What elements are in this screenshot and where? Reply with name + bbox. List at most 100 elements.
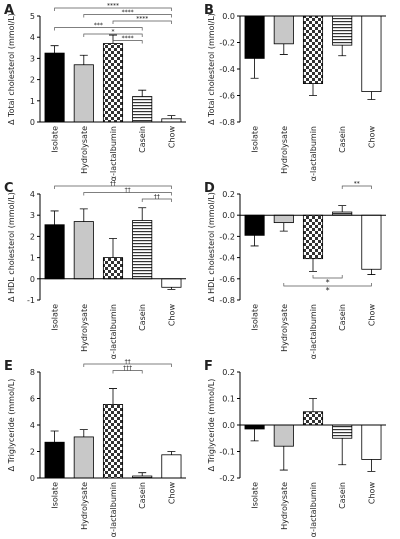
bar [361,424,382,460]
x-tick-label: Chow [367,126,376,149]
significance-label: †† [110,181,116,188]
bar [332,424,353,439]
bar [102,404,124,479]
y-tick-label: 4 [30,421,35,430]
significance-label: **** [136,16,148,23]
panel-label: F [204,359,213,374]
x-tick-label: Hydrolysate [280,482,289,530]
bar [273,214,294,224]
significance-bracket [141,198,172,202]
y-tick-label: 0 [30,474,35,483]
error-bar [50,210,59,225]
bar [102,43,124,123]
y-axis-label: Δ HDL cholesterol (mmol/L) [207,192,216,302]
bar [73,436,94,479]
panel-label: A [4,3,14,18]
x-tick-label: Casein [138,304,147,331]
bar [73,64,94,123]
y-axis-label: Δ HDL cholesterol (mmol/L) [7,192,16,302]
panel-label: B [204,3,214,18]
x-tick-label: Casein [338,304,347,331]
significance-label: **** [122,9,134,16]
error-bar [79,429,88,437]
error-bar [167,451,176,455]
x-tick-label: Isolate [251,304,260,331]
significance-bracket [283,283,372,287]
significance-bracket [312,275,343,279]
significance-bracket [83,363,172,367]
bar [273,424,294,447]
y-tick-label: -0.8 [219,296,235,305]
significance-bracket [54,7,172,11]
error-bar [338,205,347,213]
x-tick-label: α-lactalbumin [109,304,118,359]
significance-bracket [54,185,172,189]
x-tick-label: α-lactalbumin [309,482,318,537]
significance-label: * [326,286,330,295]
error-bar [167,115,176,119]
x-tick-label: Chow [367,482,376,505]
x-tick-label: Casein [338,482,347,509]
bar [302,15,324,84]
y-axis-label: Δ Triglyceride (mmol/L) [7,379,16,472]
error-bar [79,208,88,222]
x-tick-label: Isolate [51,304,60,331]
x-tick-label: Isolate [251,126,260,153]
x-tick-label: Chow [367,304,376,327]
error-bar [167,287,176,290]
x-tick-label: Hydrolysate [80,482,89,530]
panel-label: E [4,359,13,374]
significance-label: **** [122,35,134,42]
x-tick-label: Hydrolysate [280,126,289,174]
significance-label: ††† [123,365,132,372]
y-tick-label: -0.2 [219,39,235,48]
x-tick-label: Hydrolysate [280,304,289,352]
bar [244,15,265,59]
x-tick-label: Isolate [51,482,60,509]
bar [102,257,124,280]
y-tick-label: 3 [30,54,35,63]
significance-bracket [112,370,143,374]
significance-label: †† [154,194,160,201]
error-bar [50,45,59,54]
error-bar [309,258,317,272]
bar [161,278,182,288]
bar [302,411,324,426]
significance-bracket [112,20,172,24]
x-tick-label: α-lactalbumin [309,126,318,181]
error-bar [338,45,347,57]
error-bar [138,207,147,221]
x-tick-label: Hydrolysate [80,304,89,352]
x-tick-label: Casein [138,482,147,509]
error-bar [109,388,117,405]
significance-bracket [83,33,143,37]
x-tick-label: α-lactalbumin [309,304,318,359]
bar [302,214,324,260]
significance-label: * [326,278,330,287]
y-tick-label: 8 [30,368,35,377]
error-bar [309,83,317,96]
bar [132,96,153,123]
error-bar [138,472,147,477]
y-tick-label: 0.2 [222,368,235,377]
y-tick-label: 0.0 [222,211,235,220]
significance-label: ** [354,181,360,188]
bar [73,221,94,280]
x-tick-label: α-lactalbumin [109,126,118,181]
y-tick-label: 1 [30,254,35,263]
x-tick-label: Chow [167,126,176,149]
x-tick-label: Chow [167,482,176,505]
panel-label: C [4,181,14,196]
error-bar [279,446,288,471]
x-tick-label: Casein [138,126,147,153]
y-tick-label: 1 [30,97,35,106]
error-bar [250,58,259,79]
significance-label: *** [94,22,103,29]
significance-bracket [341,185,372,189]
y-tick-label: 4 [30,190,35,199]
significance-label: * [112,29,115,36]
y-axis-label: Δ Triglyceride (mmol/L) [207,379,216,472]
x-tick-label: Isolate [51,126,60,153]
error-bar [79,54,88,65]
